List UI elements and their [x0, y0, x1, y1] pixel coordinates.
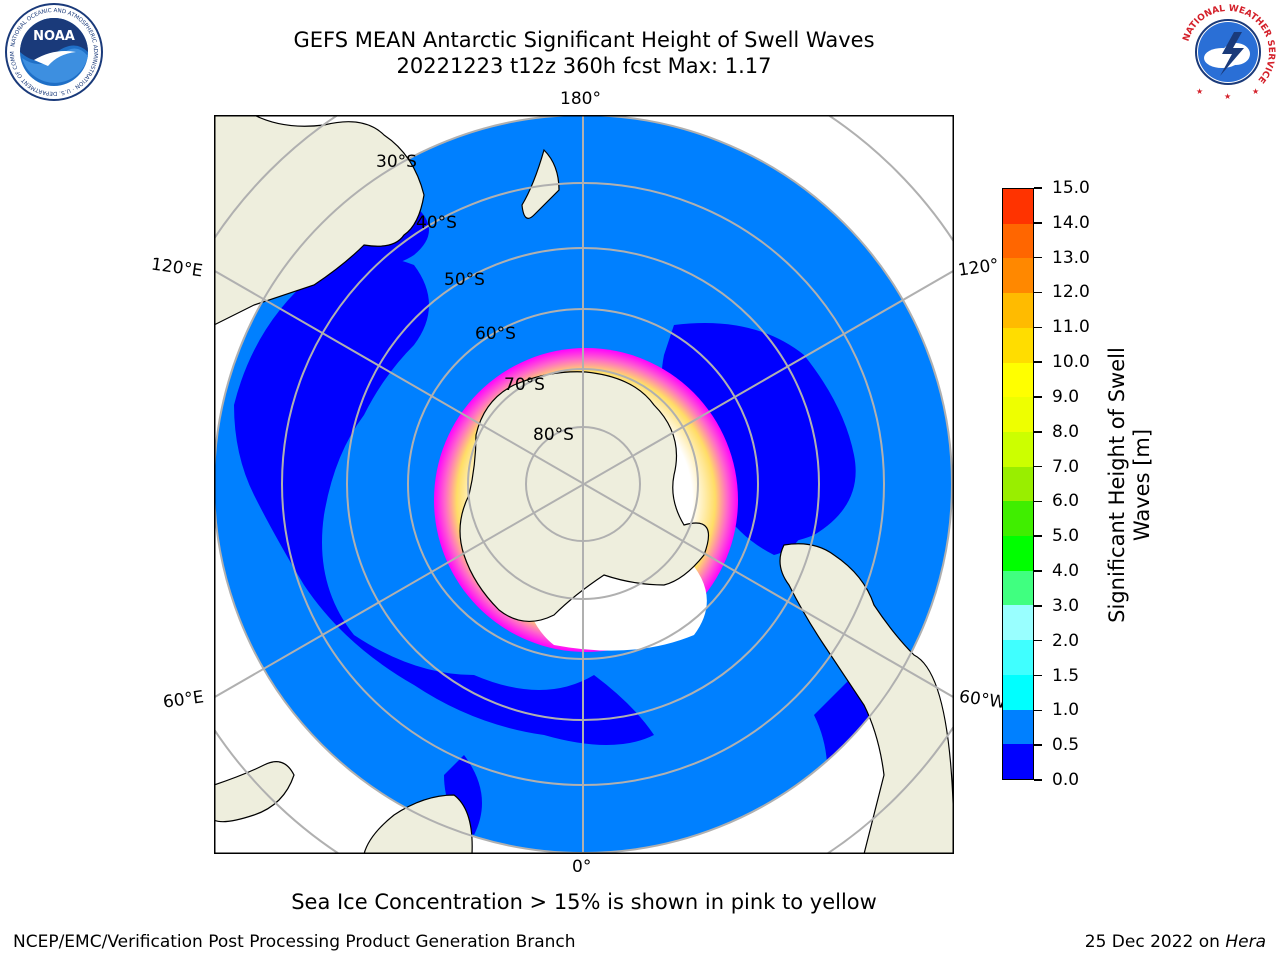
lon-label-0: 0°: [572, 857, 592, 877]
colorbar-tick-label: 0.0: [1052, 770, 1080, 790]
colorbar-tick: [1034, 605, 1042, 607]
colorbar-tick-label: 15.0: [1052, 178, 1090, 198]
svg-text:★: ★: [1224, 92, 1231, 101]
colorbar-tick: [1034, 500, 1042, 503]
new-zealand-land: [521, 148, 560, 219]
colorbar-segment: [1003, 744, 1033, 779]
footer-date-text: 25 Dec 2022 on: [1084, 932, 1220, 952]
footer-credit: NCEP/EMC/Verification Post Processing Pr…: [13, 932, 576, 952]
colorbar-tick-label: 7.0: [1052, 456, 1080, 477]
antarctica-land: [459, 371, 710, 622]
nws-logo-icon: NATIONAL WEATHER SERVICE ★ ★ ★: [1180, 4, 1276, 101]
colorbar-segment: [1003, 431, 1033, 467]
colorbar-segment: [1003, 674, 1033, 710]
colorbar-label-text: Significant Height of Swell Waves [m]: [1105, 347, 1154, 623]
colorbar-tick: [1034, 674, 1042, 677]
footer-system-text: Hera: [1225, 932, 1266, 952]
lat-label-70s: 70°S: [504, 375, 545, 395]
colorbar-tick-label: 11.0: [1052, 317, 1090, 338]
noaa-logo-text: NOAA: [33, 29, 75, 44]
colorbar-segment: [1003, 605, 1033, 641]
colorbar-tick: [1034, 361, 1042, 363]
colorbar-segment: [1003, 536, 1033, 571]
svg-text:★: ★: [1196, 87, 1203, 96]
colorbar-label: Significant Height of Swell Waves [m]: [1105, 335, 1155, 635]
lon-label-60w: 60°W: [957, 686, 1008, 714]
lat-label-30s: 30°S: [376, 152, 417, 172]
lat-label-50s: 50°S: [444, 270, 485, 290]
colorbar-segment: [1003, 293, 1033, 328]
chart-subtitle: 20221223 t12z 360h fcst Max: 1.17: [396, 54, 772, 78]
madagascar-land: [214, 761, 295, 823]
colorbar-segment: [1003, 397, 1033, 432]
colorbar-tick: [1034, 744, 1042, 746]
colorbar-segment: [1003, 466, 1033, 502]
colorbar-tick: [1034, 431, 1042, 433]
colorbar-tick: [1034, 779, 1042, 781]
lon-label-120e: 120°E: [149, 254, 204, 282]
lon-label-120w: 120°: [956, 255, 1001, 281]
sea-ice-note: Sea Ice Concentration > 15% is shown in …: [291, 890, 877, 914]
colorbar-tick: [1034, 256, 1042, 259]
colorbar-tick-label: 1.5: [1052, 665, 1080, 686]
colorbar-tick-label: 12.0: [1052, 282, 1090, 303]
colorbar-tick-label: 14.0: [1052, 212, 1090, 233]
colorbar-segment: [1003, 570, 1033, 606]
lon-label-180: 180°: [560, 89, 601, 109]
colorbar-tick-label: 2.0: [1052, 630, 1080, 651]
colorbar-tick: [1034, 187, 1042, 189]
australia-land: [214, 115, 425, 326]
colorbar-segment: [1003, 640, 1033, 675]
colorbar-tick: [1034, 291, 1042, 294]
colorbar-segment: [1003, 258, 1033, 294]
colorbar-segment: [1003, 223, 1033, 259]
antarctic-map: [214, 115, 954, 854]
colorbar-tick-label: 0.5: [1052, 735, 1080, 756]
colorbar-tick-label: 4.0: [1052, 561, 1080, 582]
lat-label-40s: 40°S: [416, 213, 457, 233]
colorbar-tick-label: 9.0: [1052, 386, 1080, 407]
colorbar-tick: [1034, 465, 1042, 468]
colorbar: [1002, 188, 1034, 780]
colorbar-segment: [1003, 501, 1033, 537]
colorbar-tick: [1034, 639, 1042, 642]
colorbar-tick: [1034, 396, 1042, 398]
lat-label-60s: 60°S: [475, 324, 516, 344]
colorbar-tick: [1034, 570, 1042, 572]
colorbar-segment: [1003, 362, 1033, 398]
chart-title: GEFS MEAN Antarctic Significant Height o…: [293, 28, 875, 52]
colorbar-segment: [1003, 327, 1033, 363]
colorbar-segment: [1003, 709, 1033, 745]
noaa-logo-icon: NATIONAL OCEANIC AND ATMOSPHERIC ADMINIS…: [4, 2, 103, 101]
footer-date: 25 Dec 2022 on Hera: [1085, 932, 1266, 952]
colorbar-tick-label: 8.0: [1052, 421, 1080, 442]
colorbar-tick-label: 10.0: [1052, 352, 1090, 373]
colorbar-tick-label: 13.0: [1052, 247, 1090, 268]
colorbar-tick-label: 6.0: [1052, 491, 1080, 512]
colorbar-tick-label: 5.0: [1052, 526, 1080, 547]
meridians: [214, 115, 954, 854]
colorbar-tick: [1034, 222, 1042, 224]
lat-label-80s: 80°S: [533, 425, 574, 445]
africa-land: [363, 794, 473, 854]
svg-text:★: ★: [1252, 87, 1259, 96]
lon-label-60e: 60°E: [161, 687, 206, 713]
colorbar-tick: [1034, 535, 1042, 537]
colorbar-tick: [1034, 709, 1042, 712]
colorbar-tick-label: 1.0: [1052, 700, 1080, 721]
colorbar-segment: [1003, 189, 1033, 224]
colorbar-tick: [1034, 326, 1042, 329]
colorbar-tick-label: 3.0: [1052, 595, 1080, 616]
